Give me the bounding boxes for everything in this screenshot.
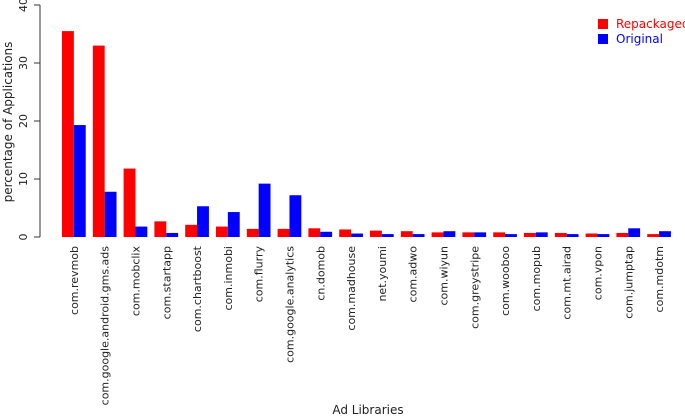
- x-tick-label: com.jumptap: [622, 246, 635, 319]
- x-tick-labels: com.revmob com.google.android.gms.ads com.…: [68, 245, 666, 405]
- bar-original-com-wooboo: [505, 234, 517, 237]
- y-axis: 0 10 20 30 40: [17, 0, 41, 241]
- bar-repackaged-cn-domob: [308, 228, 321, 237]
- bar-repackaged-com-adwo: [400, 231, 413, 237]
- bar-original-com-startapp: [166, 232, 179, 237]
- bar-original-com-madhouse: [351, 233, 363, 237]
- bar-original-com-greystripe: [474, 232, 487, 237]
- x-tick-label: com.flurry: [253, 246, 266, 303]
- x-tick-label: com.revmob: [68, 246, 81, 315]
- bar-repackaged-com-startapp: [154, 221, 167, 237]
- legend-swatch-original: [598, 34, 608, 44]
- bar-original-com-adwo: [412, 234, 425, 237]
- bar-repackaged-com-wooboo: [493, 232, 506, 237]
- bar-repackaged-com-madhouse: [339, 229, 352, 237]
- x-tick-label: com.google.android.gms.ads: [99, 246, 112, 406]
- bar-original-com-flurry: [258, 183, 271, 237]
- bar-repackaged-com-revmob: [62, 31, 74, 237]
- y-tick-label: 0: [17, 234, 30, 241]
- bar-original-com-jumptap: [628, 228, 641, 237]
- bar-original-com-google-analytics: [289, 195, 302, 237]
- x-tick-label: com.inmobi: [222, 246, 235, 311]
- bar-repackaged-com-inmobi: [216, 226, 228, 237]
- x-tick-label: net.youmi: [376, 246, 389, 302]
- bar-original-com-mopub: [535, 232, 548, 237]
- x-tick-label: cn.domob: [314, 246, 327, 301]
- bar-repackaged-com-google-analytics: [277, 228, 290, 237]
- bar-original-com-wiyun: [443, 231, 456, 237]
- bar-original-cn-domob: [320, 231, 333, 237]
- x-tick-label: com.wooboo: [499, 246, 512, 316]
- bar-repackaged-com-google-android-gms-ads: [92, 45, 105, 237]
- x-axis-label: Ad Libraries: [332, 403, 403, 417]
- bar-original-com-mdotm: [659, 231, 671, 237]
- bar-original-com-revmob: [73, 125, 86, 237]
- bar-repackaged-com-wiyun: [431, 232, 444, 237]
- bar-repackaged-com-flurry: [246, 228, 259, 237]
- bar-repackaged-com-mt-airad: [554, 232, 567, 237]
- x-tick-label: com.startapp: [160, 246, 173, 319]
- bar-original-com-inmobi: [227, 212, 240, 237]
- y-tick-label: 10: [17, 172, 30, 186]
- x-tick-label: com.mt.airad: [561, 246, 574, 320]
- y-tick-label: 30: [17, 56, 30, 70]
- bar-repackaged-net-youmi: [370, 230, 382, 237]
- bar-repackaged-com-mobclix: [123, 168, 136, 237]
- x-tick-label: com.mdotm: [653, 246, 666, 312]
- x-tick-label: com.vpon: [591, 246, 604, 300]
- bar-repackaged-com-greystripe: [462, 232, 475, 237]
- bar-repackaged-com-mopub: [524, 232, 536, 237]
- bar-repackaged-com-chartboost: [185, 224, 198, 237]
- legend-label-original: Original: [616, 32, 663, 46]
- bar-original-com-google-android-gms-ads: [104, 191, 117, 237]
- x-tick-label: com.greystripe: [468, 246, 481, 329]
- x-tick-label: com.mobclix: [129, 246, 142, 317]
- y-tick-label: 40: [17, 0, 30, 12]
- bar-repackaged-com-jumptap: [616, 232, 629, 237]
- bar-repackaged-com-mdotm: [647, 234, 660, 237]
- bar-original-com-mt-airad: [566, 234, 579, 237]
- y-axis-label: percentage of Applications: [1, 42, 15, 203]
- x-tick-label: com.adwo: [407, 246, 420, 303]
- bar-original-net-youmi: [381, 234, 394, 237]
- legend-swatch-repackaged: [598, 19, 608, 29]
- x-tick-label: com.google.analytics: [283, 246, 296, 363]
- legend-label-repackaged: Repackaged: [616, 17, 685, 31]
- bar-repackaged-com-vpon: [585, 233, 598, 237]
- y-tick-label: 20: [17, 114, 30, 128]
- bar-original-com-chartboost: [197, 206, 209, 237]
- bars: [62, 31, 671, 237]
- bar-original-com-mobclix: [135, 226, 148, 237]
- x-tick-label: com.madhouse: [345, 246, 358, 331]
- x-tick-label: com.chartboost: [191, 245, 204, 332]
- x-tick-label: com.mopub: [530, 246, 543, 311]
- x-tick-label: com.wiyun: [437, 246, 450, 306]
- bar-original-com-vpon: [597, 234, 610, 237]
